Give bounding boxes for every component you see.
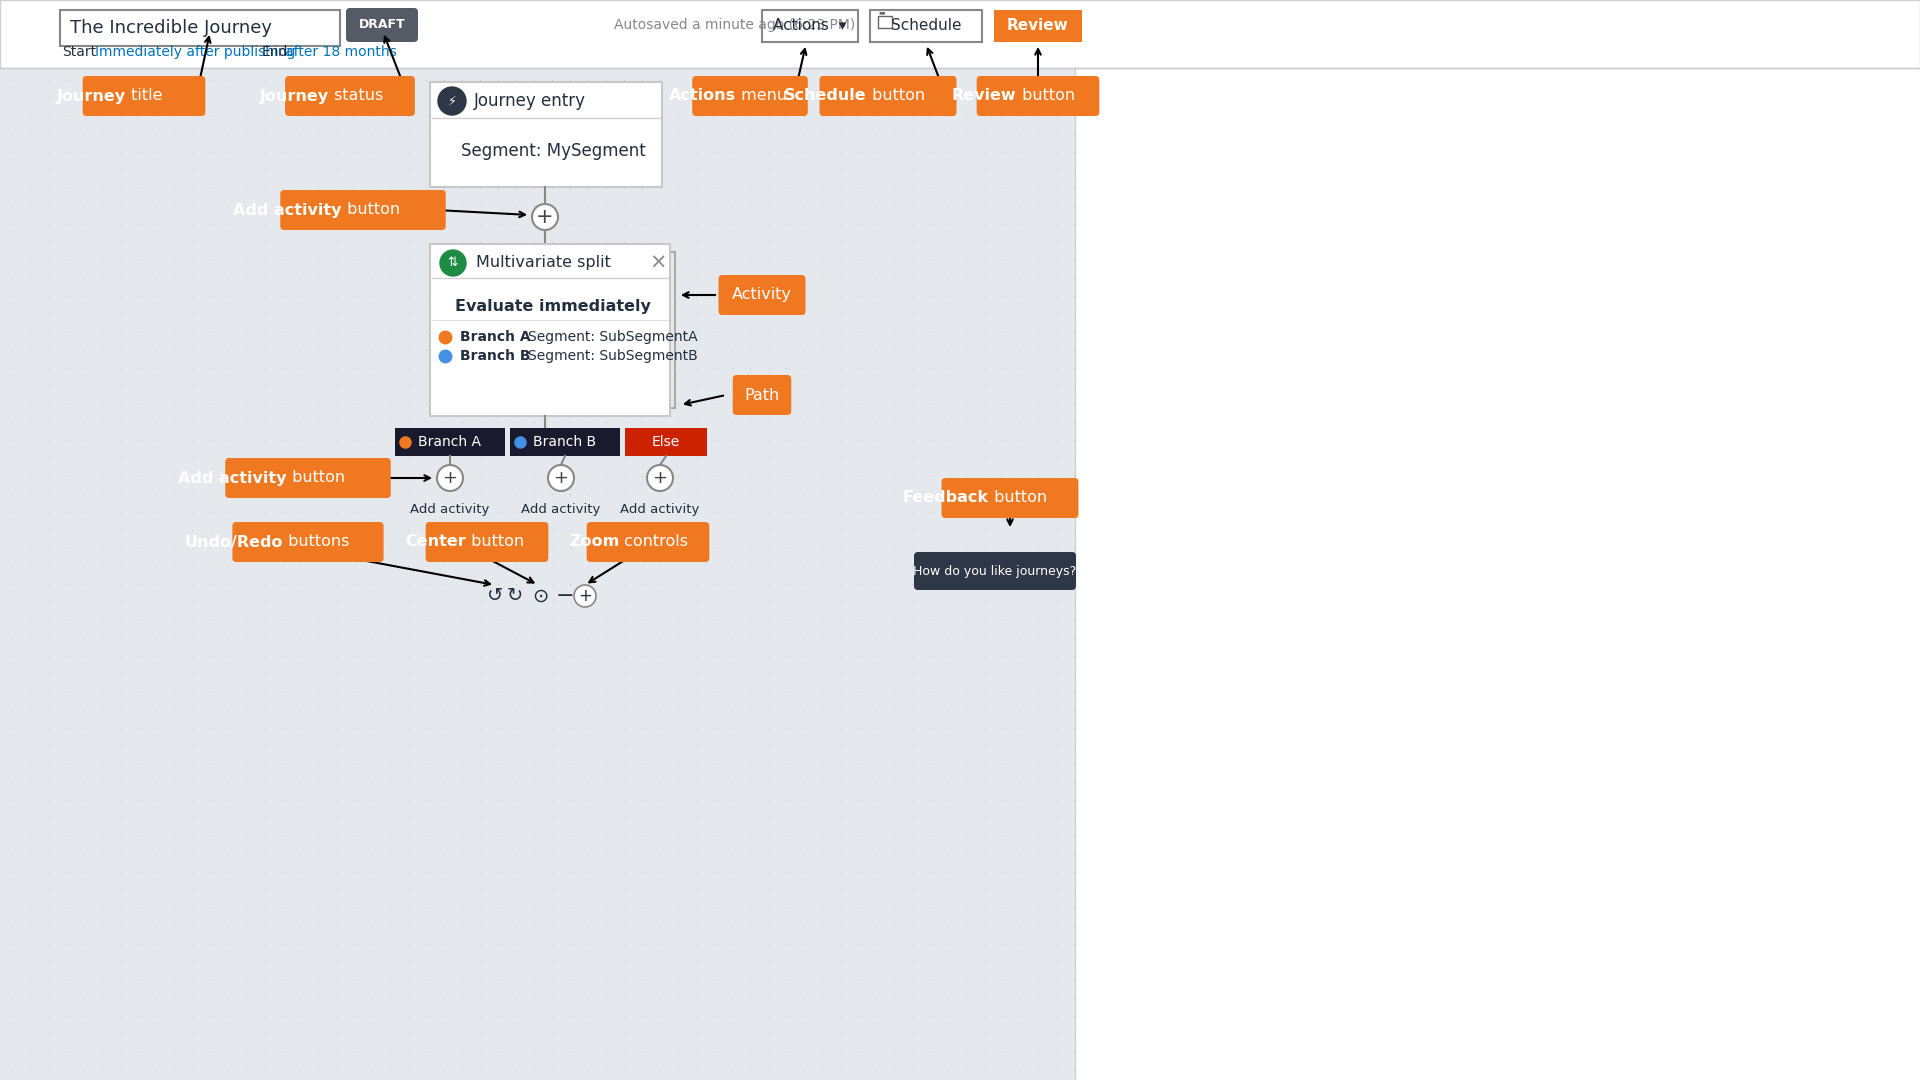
Text: Actions  ▾: Actions ▾ [774, 18, 847, 33]
Circle shape [440, 249, 467, 276]
FancyBboxPatch shape [626, 428, 707, 456]
Text: The Incredible Journey: The Incredible Journey [69, 19, 273, 37]
FancyBboxPatch shape [733, 375, 791, 415]
Text: menu: menu [735, 89, 787, 104]
Text: End: End [261, 45, 288, 59]
Text: button: button [342, 203, 399, 217]
Text: Journey: Journey [259, 89, 328, 104]
Text: title: title [127, 89, 163, 104]
Circle shape [438, 87, 467, 114]
FancyBboxPatch shape [225, 458, 392, 498]
FancyBboxPatch shape [426, 522, 549, 562]
Circle shape [532, 204, 559, 230]
Text: controls: controls [620, 535, 689, 550]
FancyBboxPatch shape [718, 275, 806, 315]
Text: Undo/Redo: Undo/Redo [184, 535, 282, 550]
Text: DRAFT: DRAFT [359, 18, 405, 31]
FancyBboxPatch shape [1075, 68, 1920, 1080]
Circle shape [547, 465, 574, 491]
Text: ⊙: ⊙ [532, 586, 549, 606]
Text: after 18 months: after 18 months [284, 45, 397, 59]
Text: −: − [555, 586, 574, 606]
Circle shape [647, 465, 674, 491]
Text: Branch A: Branch A [419, 435, 482, 449]
Text: Review: Review [952, 89, 1016, 104]
Text: Autosaved a minute ago (6:23 PM): Autosaved a minute ago (6:23 PM) [614, 18, 854, 32]
FancyBboxPatch shape [762, 10, 858, 42]
Text: ⇅: ⇅ [447, 256, 459, 270]
FancyBboxPatch shape [0, 68, 1075, 1080]
Text: Actions: Actions [668, 89, 735, 104]
FancyBboxPatch shape [588, 522, 708, 562]
Text: Schedule: Schedule [891, 18, 962, 33]
Text: Branch B: Branch B [534, 435, 597, 449]
FancyBboxPatch shape [430, 244, 670, 416]
FancyBboxPatch shape [60, 10, 340, 46]
Text: button: button [866, 89, 925, 104]
FancyBboxPatch shape [83, 76, 205, 116]
Text: ×: × [649, 253, 666, 273]
FancyBboxPatch shape [820, 76, 956, 116]
Text: Segment: SubSegmentB: Segment: SubSegmentB [528, 349, 697, 363]
Text: +: + [653, 469, 668, 487]
FancyBboxPatch shape [693, 76, 808, 116]
Text: Activity: Activity [732, 287, 791, 302]
Text: buttons: buttons [282, 535, 349, 550]
Text: button: button [286, 471, 346, 486]
Text: Segment: MySegment: Segment: MySegment [461, 141, 645, 160]
Text: Schedule: Schedule [783, 89, 866, 104]
Text: Branch A: Branch A [461, 330, 530, 345]
Text: button: button [989, 490, 1046, 505]
Text: Journey: Journey [58, 89, 127, 104]
Circle shape [438, 465, 463, 491]
Text: +: + [442, 469, 457, 487]
Text: Feedback: Feedback [902, 490, 989, 505]
Text: Journey entry: Journey entry [474, 92, 586, 110]
FancyBboxPatch shape [977, 76, 1100, 116]
FancyBboxPatch shape [914, 552, 1075, 590]
Text: Add activity: Add activity [179, 471, 286, 486]
Text: +: + [536, 207, 553, 227]
Text: button: button [1016, 89, 1075, 104]
Text: +: + [553, 469, 568, 487]
Text: Start: Start [61, 45, 96, 59]
Text: Path: Path [745, 388, 780, 403]
Text: How do you like journeys?: How do you like journeys? [914, 565, 1077, 578]
FancyBboxPatch shape [511, 428, 620, 456]
FancyBboxPatch shape [941, 478, 1079, 518]
FancyBboxPatch shape [284, 76, 415, 116]
Text: ↺: ↺ [488, 586, 503, 606]
Text: ▬: ▬ [877, 9, 885, 15]
FancyBboxPatch shape [0, 0, 1920, 68]
Text: Add activity: Add activity [232, 203, 342, 217]
FancyBboxPatch shape [346, 8, 419, 42]
Text: button: button [467, 535, 524, 550]
FancyBboxPatch shape [995, 10, 1083, 42]
Text: Else: Else [653, 435, 680, 449]
Text: ⚡: ⚡ [447, 94, 457, 108]
FancyBboxPatch shape [870, 10, 981, 42]
Text: Immediately after publishing: Immediately after publishing [94, 45, 296, 59]
Text: Zoom: Zoom [568, 535, 620, 550]
Text: Center: Center [405, 535, 467, 550]
Text: status: status [328, 89, 382, 104]
Text: Branch B: Branch B [461, 349, 530, 363]
Text: Segment: SubSegmentA: Segment: SubSegmentA [528, 330, 697, 345]
Text: Add activity: Add activity [620, 502, 699, 515]
Text: Review: Review [1008, 18, 1069, 33]
FancyBboxPatch shape [280, 190, 445, 230]
FancyBboxPatch shape [232, 522, 384, 562]
FancyBboxPatch shape [430, 82, 662, 187]
Text: Add activity: Add activity [411, 502, 490, 515]
Text: Evaluate immediately: Evaluate immediately [455, 298, 651, 313]
Text: ↻: ↻ [507, 586, 522, 606]
Circle shape [574, 585, 595, 607]
Text: Multivariate split: Multivariate split [476, 256, 611, 270]
FancyBboxPatch shape [396, 428, 505, 456]
Text: +: + [578, 588, 591, 605]
Text: Add activity: Add activity [522, 502, 601, 515]
